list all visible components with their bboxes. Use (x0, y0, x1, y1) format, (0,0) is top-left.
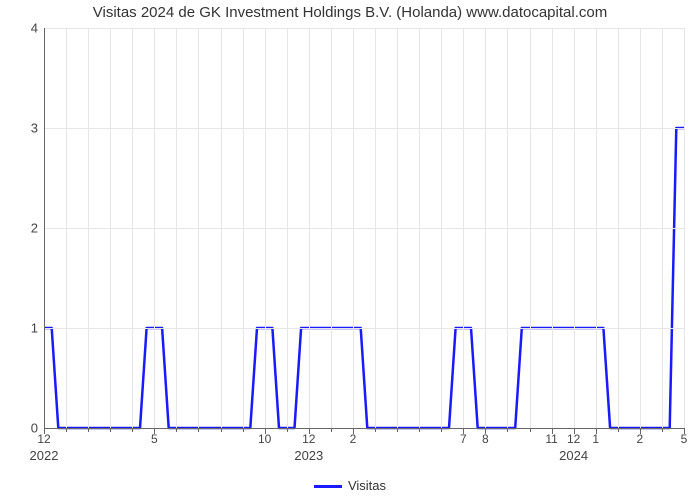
gridline-vertical (574, 28, 575, 428)
legend-label: Visitas (348, 478, 386, 493)
gridline-vertical (132, 28, 133, 428)
y-axis-line (44, 28, 45, 428)
gridline-vertical (265, 28, 266, 428)
gridline-vertical (441, 28, 442, 428)
gridline-horizontal (44, 228, 684, 229)
x-tick-label: 2 (637, 428, 644, 446)
gridline-vertical (176, 28, 177, 428)
gridline-vertical (154, 28, 155, 428)
x-year-label: 2024 (559, 448, 588, 463)
legend-swatch (314, 485, 342, 488)
gridline-vertical (662, 28, 663, 428)
gridline-vertical (419, 28, 420, 428)
gridline-vertical (530, 28, 531, 428)
x-tick-label: 1 (592, 428, 599, 446)
gridline-vertical (309, 28, 310, 428)
gridline-vertical (375, 28, 376, 428)
gridline-vertical (552, 28, 553, 428)
chart-legend: Visitas (0, 478, 700, 493)
series-line-visitas (44, 128, 684, 428)
x-tick-label: 8 (482, 428, 489, 446)
gridline-horizontal (44, 28, 684, 29)
gridline-vertical (596, 28, 597, 428)
gridline-vertical (198, 28, 199, 428)
y-tick-label: 1 (31, 321, 44, 336)
gridline-vertical (353, 28, 354, 428)
gridline-vertical (221, 28, 222, 428)
gridline-horizontal (44, 328, 684, 329)
x-year-label: 2023 (294, 448, 323, 463)
gridline-horizontal (44, 128, 684, 129)
gridline-vertical (640, 28, 641, 428)
x-tick-label: 12 (37, 428, 50, 446)
x-tick-label: 11 (545, 428, 557, 446)
gridline-vertical (243, 28, 244, 428)
chart-title: Visitas 2024 de GK Investment Holdings B… (0, 4, 700, 21)
gridline-vertical (331, 28, 332, 428)
y-tick-label: 3 (31, 121, 44, 136)
gridline-vertical (684, 28, 685, 428)
gridline-vertical (397, 28, 398, 428)
gridline-vertical (507, 28, 508, 428)
gridline-vertical (618, 28, 619, 428)
x-tick-label: 12 (302, 428, 315, 446)
gridline-vertical (485, 28, 486, 428)
x-year-label: 2022 (30, 448, 59, 463)
x-tick-label: 12 (567, 428, 580, 446)
y-tick-label: 2 (31, 221, 44, 236)
gridline-vertical (463, 28, 464, 428)
gridline-vertical (66, 28, 67, 428)
y-tick-label: 4 (31, 21, 44, 36)
gridline-vertical (287, 28, 288, 428)
x-tick-label: 2 (350, 428, 357, 446)
x-tick-label: 5 (681, 428, 688, 446)
x-tick-label: 5 (151, 428, 158, 446)
chart-plot-area: 0123412510122781112125202220232024 (44, 28, 684, 428)
gridline-vertical (110, 28, 111, 428)
gridline-vertical (88, 28, 89, 428)
x-tick-label: 7 (460, 428, 467, 446)
x-tick-label: 10 (258, 428, 271, 446)
x-axis-line (44, 428, 684, 429)
